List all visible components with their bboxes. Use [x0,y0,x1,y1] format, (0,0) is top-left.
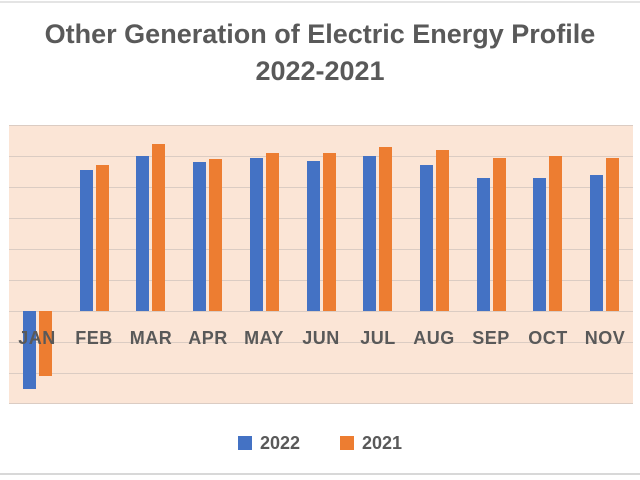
bar-may-2021 [266,153,279,311]
x-axis-label-apr: APR [188,328,228,348]
bar-oct-2022 [533,178,546,311]
x-axis-label-nov: NOV [584,328,626,348]
bar-aug-2022 [420,165,433,311]
gridline [9,249,633,250]
bar-nov-2022 [590,175,603,311]
bar-jan-2022 [23,311,36,389]
bar-jan-2021 [39,311,52,376]
gridline [9,125,633,126]
bottom-border-line [0,473,640,475]
x-axis-label-jan: JAN [18,328,56,348]
legend-label-2021: 2021 [362,433,403,453]
bar-may-2022 [250,158,263,311]
legend-swatch-2022 [237,436,252,450]
gridline [9,156,633,157]
bar-feb-2022 [80,170,93,311]
bar-mar-2021 [152,144,165,311]
top-border-line [0,1,640,3]
bar-sep-2021 [493,158,506,311]
x-axis-label-jul: JUL [360,328,396,348]
bar-jul-2021 [379,147,392,311]
legend: 2022 2021 [0,433,640,453]
chart-title-line2: 2022-2021 [255,56,385,86]
x-axis-label-feb: FEB [75,328,113,348]
bar-apr-2021 [209,159,222,311]
gridline [9,187,633,188]
legend-item-2022: 2022 [237,433,300,453]
legend-item-2021: 2021 [340,433,402,453]
chart-title-line1: Other Generation of Electric Energy Prof… [44,19,596,49]
plot-area: JAN FEB MAR APR MAY JUN JUL AUG SEP OCT NOV [9,125,633,404]
legend-swatch-2021 [340,436,354,450]
x-axis-label-oct: OCT [528,328,568,348]
bar-jun-2022 [307,161,320,311]
bar-apr-2022 [193,162,206,311]
x-axis-label-may: MAY [244,328,284,348]
gridline [9,342,633,343]
bar-jun-2021 [323,153,336,311]
bar-oct-2021 [549,156,562,311]
x-axis-zero-line [9,311,633,312]
bar-jul-2022 [363,156,376,311]
x-axis-label-mar: MAR [129,328,173,348]
x-axis-label-sep: SEP [472,328,510,348]
legend-label-2022: 2022 [259,433,300,453]
x-axis-label-aug: AUG [413,328,455,348]
gridline [9,373,633,374]
x-axis-label-jun: JUN [302,328,340,348]
bar-sep-2022 [477,178,490,311]
gridline [9,403,633,404]
chart-title: Other Generation of Electric Energy Prof… [0,16,640,90]
bar-feb-2021 [96,165,109,311]
bar-nov-2021 [606,158,619,311]
gridline [9,218,633,219]
bar-mar-2022 [136,156,149,311]
bar-aug-2021 [436,150,449,311]
gridline [9,280,633,281]
